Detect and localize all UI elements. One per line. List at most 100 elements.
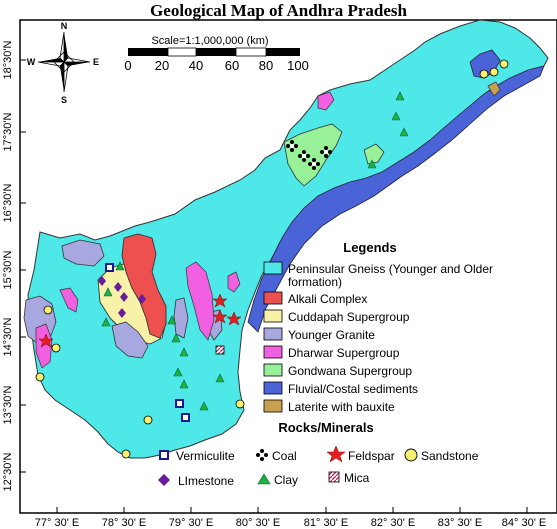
legend-item: Laterite with bauxite [263, 399, 395, 414]
scale-bar: Scale=1:1,000,000 (km) 0 20 40 60 80 100 [124, 35, 308, 73]
legend-swatch [263, 345, 283, 359]
clay-icon [391, 111, 401, 121]
limestone-icon [114, 282, 122, 292]
legend-swatch [263, 363, 283, 377]
lon-label: 82° 30' E [371, 517, 415, 529]
sandstone-icon [35, 372, 45, 382]
region-dharwar-1 [185, 261, 215, 341]
feldspar-icon [38, 333, 54, 348]
mineral-label: Feldspar [348, 449, 395, 463]
compass-s: S [61, 95, 67, 105]
region-dharwar-5 [227, 271, 241, 293]
legend-item: Peninsular Gneiss (Younger and Older for… [263, 261, 493, 289]
lon-label: 79° 30' E [169, 517, 213, 529]
region-dharwar-3 [35, 323, 53, 369]
legend-item: Younger Granite [263, 327, 375, 342]
legend-title: Legends [343, 240, 396, 255]
clay-icon [199, 401, 209, 411]
compass-rose-icon: N S E W [27, 21, 99, 105]
lon-label: 84° 30' E [502, 517, 546, 529]
legend-label: Dharwar Supergroup [288, 346, 400, 360]
legend-label: Alkali Complex [288, 292, 367, 306]
legend-swatch [263, 309, 283, 323]
clay-icon [395, 91, 405, 101]
lat-label: 14°30'N [2, 317, 14, 356]
lon-label: 81° 30' E [304, 517, 348, 529]
region-gondwana-2 [363, 143, 385, 165]
limestone-icon [158, 474, 170, 486]
coal-icon [256, 449, 268, 461]
vermiculite-icon [175, 399, 184, 408]
legend-swatch [263, 261, 283, 275]
coal-icon [308, 158, 320, 170]
region-alkali [121, 233, 167, 339]
lon-label: 83° 30' E [438, 517, 482, 529]
sandstone-icon [121, 449, 131, 459]
region-fluvial-coastal [247, 65, 545, 333]
lon-label: 78° 30' E [102, 517, 146, 529]
graticule-ticks [20, 59, 528, 513]
mica-icon [215, 345, 225, 355]
scale-label: Scale=1:1,000,000 (km) [151, 35, 268, 47]
mica-icon [328, 471, 340, 483]
clay-icon [399, 127, 409, 137]
sandstone-icon [404, 448, 418, 462]
lon-labels: 77° 30' E 78° 30' E 79° 30' E 80° 30' E … [35, 517, 546, 529]
map-title: Geological Map of Andhra Pradesh [150, 1, 407, 20]
clay-icon [257, 473, 271, 485]
sandstone-icon [499, 59, 509, 69]
clay-icon [103, 287, 113, 297]
sandstone-icon [235, 399, 245, 409]
legend-label: Cuddapah Supergroup [288, 310, 410, 324]
legend-swatch [263, 327, 283, 341]
limestone-icon [120, 292, 128, 302]
sandstone-icon [43, 305, 53, 315]
scale-tick: 40 [189, 58, 203, 73]
compass-e: E [93, 57, 99, 67]
mineral-label: Clay [274, 473, 298, 487]
region-laterite [487, 81, 501, 97]
scale-tick: 20 [155, 58, 169, 73]
lat-label: 12°30'N [2, 452, 14, 491]
clay-icon [101, 317, 111, 327]
scale-tick: 100 [287, 58, 309, 73]
legend-label: Peninsular Gneiss (Younger and Older [288, 262, 493, 276]
minerals-legend: Rocks/Minerals Vermiculite Coal Feldspar… [158, 420, 479, 488]
sandstone-icon [479, 69, 489, 79]
clay-icon [171, 333, 181, 343]
feldspar-icon [326, 445, 346, 463]
limestone-icon [118, 308, 126, 318]
legend-swatch [263, 399, 283, 413]
lat-label: 18°30'N [2, 40, 14, 79]
mineral-label: Sandstone [421, 449, 479, 463]
mineral-label: Coal [272, 449, 297, 463]
lat-label: 13°30'N [2, 385, 14, 424]
clay-icon [167, 315, 177, 325]
coal-icon [320, 146, 332, 158]
legend: Legends Peninsular Gneiss (Younger and O… [263, 240, 493, 414]
legend-item: Dharwar Supergroup [263, 345, 400, 360]
region-younger-granite-2 [61, 239, 105, 267]
legend-label: Younger Granite [288, 328, 375, 342]
legend-item: Alkali Complex [263, 291, 367, 306]
legend-label-cont: formation) [288, 275, 342, 289]
compass-w: W [27, 57, 36, 67]
mineral-label: LImestone [178, 474, 234, 488]
sandstone-icon [143, 415, 153, 425]
lat-label: 16°30'N [2, 183, 14, 222]
legend-swatch [263, 291, 283, 305]
legend-item: Fluvial/Costal sediments [263, 381, 418, 396]
legend-label: Fluvial/Costal sediments [288, 382, 418, 396]
minerals-title: Rocks/Minerals [278, 420, 373, 435]
feldspar-icon [226, 311, 242, 326]
clay-icon [367, 159, 377, 169]
compass-n: N [61, 21, 68, 31]
mineral-label: Mica [344, 471, 370, 485]
legend-swatch [263, 381, 283, 395]
clay-icon [173, 367, 183, 377]
clay-icon [115, 261, 125, 271]
scale-tick: 60 [225, 58, 239, 73]
coal-icon [298, 150, 310, 162]
